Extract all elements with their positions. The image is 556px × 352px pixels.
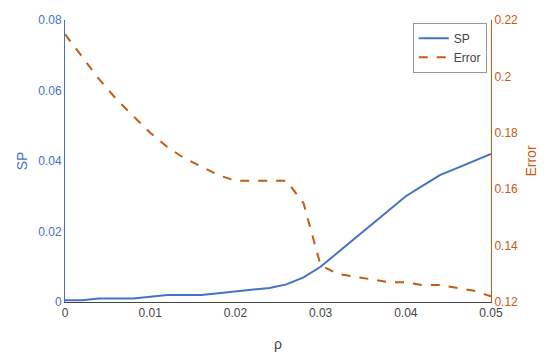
svg-text:0: 0 [62,306,69,320]
svg-text:SP: SP [14,152,30,171]
svg-text:0.02: 0.02 [224,306,248,320]
svg-text:0.12: 0.12 [494,295,518,309]
svg-text:0.04: 0.04 [394,306,418,320]
svg-text:0.01: 0.01 [139,306,163,320]
svg-text:0.05: 0.05 [479,306,503,320]
svg-text:0.16: 0.16 [494,182,518,196]
svg-text:0.06: 0.06 [38,84,62,98]
svg-text:0.22: 0.22 [494,13,518,27]
svg-text:0.14: 0.14 [494,239,518,253]
svg-text:Error: Error [454,51,481,65]
svg-text:0.18: 0.18 [494,126,518,140]
svg-text:Error: Error [523,145,539,176]
svg-text:0.2: 0.2 [494,70,511,84]
svg-text:0.08: 0.08 [38,13,62,27]
svg-text:0: 0 [55,295,62,309]
svg-text:SP: SP [454,32,470,46]
svg-text:ρ: ρ [274,336,282,352]
svg-text:0.02: 0.02 [38,225,62,239]
svg-text:0.03: 0.03 [309,306,333,320]
svg-text:0.04: 0.04 [38,154,62,168]
